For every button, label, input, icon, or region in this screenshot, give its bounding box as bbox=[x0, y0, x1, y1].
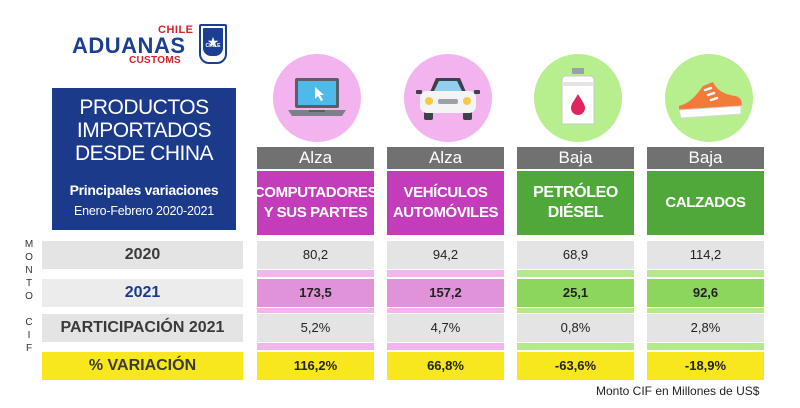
table-cell: 0,8% bbox=[517, 314, 634, 342]
title-subtitle: Principales variaciones bbox=[69, 182, 219, 198]
title-box: PRODUCTOS IMPORTADOS DESDE CHINA Princip… bbox=[52, 88, 236, 230]
category-header-vehiculos: VEHÍCULOS AUTOMÓVILES bbox=[387, 171, 504, 235]
separator-strip bbox=[517, 343, 634, 350]
laptop-icon bbox=[273, 54, 361, 142]
title-line-3: DESDE CHINA bbox=[74, 142, 214, 165]
title-line-1: PRODUCTOS bbox=[79, 96, 209, 119]
table-cell: 157,2 bbox=[387, 279, 504, 307]
row-label-2021: 2021 bbox=[42, 279, 243, 307]
page-title: PRODUCTOS IMPORTADOS DESDE CHINA bbox=[52, 96, 236, 165]
trend-header-1: Alza bbox=[257, 147, 374, 169]
separator-strip bbox=[647, 343, 764, 350]
shoe-icon bbox=[665, 54, 753, 142]
separator-strip bbox=[647, 308, 764, 313]
separator-strip bbox=[387, 308, 504, 313]
logo-chile-text: CHILE bbox=[158, 24, 194, 36]
category-header-computadores: COMPUTADORES Y SUS PARTES bbox=[254, 171, 378, 235]
table-cell: 5,2% bbox=[257, 314, 374, 342]
table-cell: 68,9 bbox=[517, 241, 634, 269]
car-icon bbox=[404, 54, 492, 142]
table-cell: 116,2% bbox=[257, 352, 374, 380]
table-cell: 80,2 bbox=[257, 241, 374, 269]
table-cell: -18,9% bbox=[647, 352, 764, 380]
separator-strip bbox=[387, 270, 504, 277]
separator-strip bbox=[257, 343, 374, 350]
footnote: Monto CIF en Millones de US$ bbox=[596, 384, 760, 398]
table-cell: 92,6 bbox=[647, 279, 764, 307]
category-header-petroleo: PETRÓLEO DIÉSEL bbox=[517, 171, 634, 235]
logo-customs-text: CUSTOMS bbox=[129, 55, 181, 66]
table-cell: 2,8% bbox=[647, 314, 764, 342]
table-cell: 173,5 bbox=[257, 279, 374, 307]
table-cell: 66,8% bbox=[387, 352, 504, 380]
separator-strip bbox=[257, 270, 374, 277]
separator-strip bbox=[517, 308, 634, 313]
badge-label: CHILE bbox=[205, 43, 221, 49]
separator-strip bbox=[257, 308, 374, 313]
row-label-participacion: PARTICIPACIÓN 2021 bbox=[42, 314, 243, 342]
row-label-2020: 2020 bbox=[42, 241, 243, 269]
trend-header-3: Baja bbox=[517, 147, 634, 169]
row-label-variacion: % VARIACIÓN bbox=[42, 352, 243, 380]
table-cell: 4,7% bbox=[387, 314, 504, 342]
fuel-can-icon bbox=[534, 54, 622, 142]
title-period: Enero-Febrero 2020-2021 bbox=[74, 204, 214, 218]
category-header-calzados: CALZADOS bbox=[647, 171, 764, 235]
separator-strip bbox=[387, 343, 504, 350]
trend-header-2: Alza bbox=[387, 147, 504, 169]
separator-strip bbox=[647, 270, 764, 277]
table-cell: -63,6% bbox=[517, 352, 634, 380]
logo-aduanas-text: ADUANAS bbox=[72, 33, 186, 58]
table-cell: 114,2 bbox=[647, 241, 764, 269]
trend-header-4: Baja bbox=[647, 147, 764, 169]
table-cell: 25,1 bbox=[517, 279, 634, 307]
aduanas-badge-icon: ★ CHILE bbox=[199, 24, 227, 64]
table-cell: 94,2 bbox=[387, 241, 504, 269]
separator-strip bbox=[517, 270, 634, 277]
title-line-2: IMPORTADOS bbox=[76, 119, 212, 142]
